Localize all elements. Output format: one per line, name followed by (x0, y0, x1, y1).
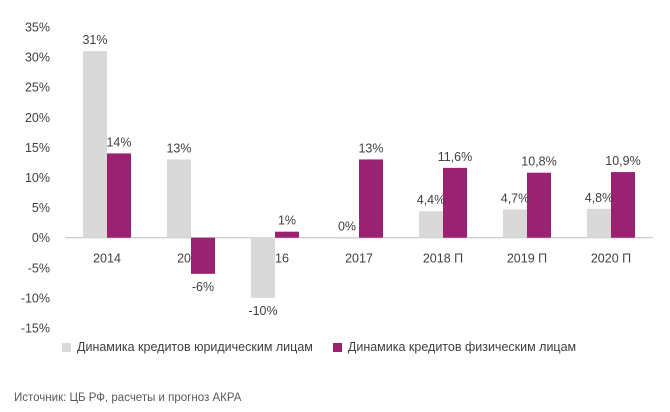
y-tick-label: -10% (21, 291, 50, 305)
x-tick-label: 2018 П (423, 252, 463, 266)
data-label: 31% (82, 33, 107, 47)
y-tick-label: -5% (28, 261, 50, 275)
x-tick-label: 2014 (93, 252, 121, 266)
bar-legal-entities-5 (503, 209, 527, 238)
y-tick-label: 30% (25, 51, 50, 65)
data-label: 4,8% (585, 191, 614, 205)
x-tick-label: 2017 (345, 252, 373, 266)
bar-legal-entities-4 (419, 211, 443, 238)
bar-legal-entities-3 (335, 237, 359, 239)
legend-label-individuals: Динамика кредитов физическим лицам (347, 340, 577, 354)
data-label: 13% (358, 141, 383, 155)
x-tick-label: 2020 П (591, 252, 631, 266)
y-tick-label: -15% (21, 322, 50, 336)
chart-legend: Динамика кредитов юридическим лицам Дина… (62, 340, 596, 354)
y-tick-label: 20% (25, 111, 50, 125)
bar-legal-entities-0 (83, 51, 107, 238)
legend-swatch-individuals (332, 342, 342, 352)
data-label: 0% (338, 220, 356, 234)
y-tick-label: 10% (25, 171, 50, 185)
y-tick-label: 0% (32, 231, 50, 245)
bar-individuals-2 (275, 231, 299, 238)
bars (83, 51, 635, 298)
source-note: Источник: ЦБ РФ, расчеты и прогноз АКРА (14, 392, 242, 404)
bar-legal-entities-6 (587, 208, 611, 238)
bar-individuals-6 (611, 172, 635, 238)
bar-individuals-1 (191, 237, 215, 274)
bar-individuals-0 (107, 153, 131, 238)
bar-legal-entities-1 (167, 159, 191, 238)
data-label: 4,4% (417, 193, 446, 207)
data-label: 13% (166, 141, 191, 155)
bar-individuals-3 (359, 159, 383, 238)
legend-swatch-legal-entities (62, 342, 71, 352)
x-tick-label: 2019 П (507, 252, 547, 266)
bar-legal-entities-2 (251, 237, 275, 298)
data-label: -6% (192, 280, 214, 294)
y-tick-label: 25% (25, 81, 50, 95)
y-tick-label: 15% (25, 141, 50, 155)
data-label: 4,7% (501, 191, 530, 205)
data-label: 14% (106, 135, 131, 149)
legend-item-legal-entities: Динамика кредитов юридическим лицам (62, 340, 313, 354)
y-tick-label: 5% (32, 201, 50, 215)
bar-data-labels: 31% 14% 13% -6% -10% 1% 0% 13% 4,4% 11,6% 4,7% 10,8… (82, 33, 640, 318)
bar-individuals-4 (443, 167, 467, 238)
bar-individuals-5 (527, 172, 551, 238)
data-label: 1% (278, 214, 296, 228)
legend-item-individuals: Динамика кредитов физическим лицам (332, 340, 577, 354)
legend-label-legal-entities: Динамика кредитов юридическим лицам (77, 340, 313, 354)
data-label: -10% (248, 304, 277, 318)
y-axis: 35% 30% 25% 20% 15% 10% 5% 0% -5% -10% -15% (21, 21, 50, 336)
data-label: 10,8% (521, 155, 556, 169)
y-tick-label: 35% (25, 21, 50, 35)
data-label: 11,6% (438, 150, 473, 164)
bar-chart: 35% 30% 25% 20% 15% 10% 5% 0% -5% -10% -15% 2014 20… (21, 21, 653, 336)
data-label: 10,9% (605, 154, 640, 168)
